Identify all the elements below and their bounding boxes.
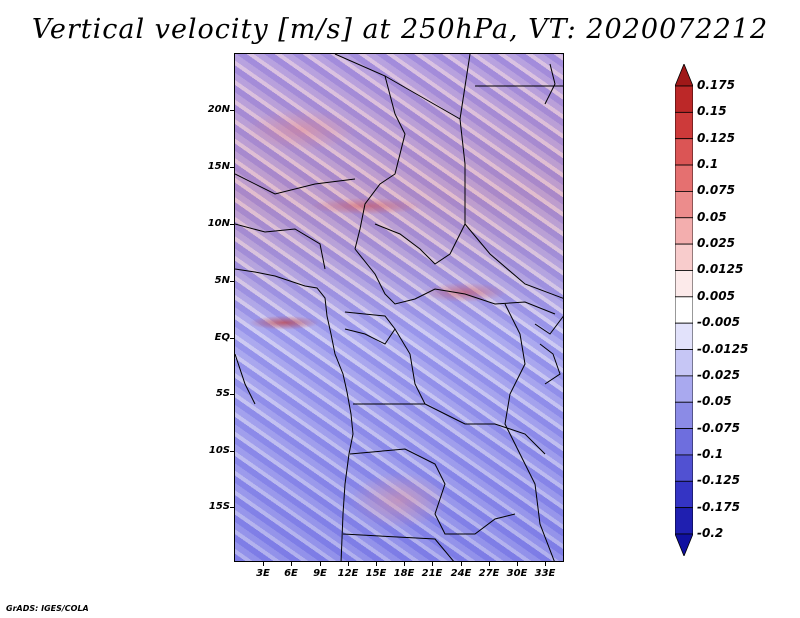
colorbar-label: -0.025 bbox=[697, 367, 740, 382]
lat-tick bbox=[230, 507, 234, 508]
colorbar-label: 0.175 bbox=[697, 78, 735, 92]
lon-label: 18E bbox=[393, 568, 415, 579]
lon-label: 30E bbox=[506, 568, 528, 579]
lon-label: 21E bbox=[421, 568, 443, 579]
lon-tick bbox=[489, 562, 490, 566]
lon-label: 3E bbox=[256, 568, 270, 579]
colorbar-swatch bbox=[675, 217, 693, 245]
colorbar-label: -0.1 bbox=[697, 446, 724, 461]
lon-tick bbox=[404, 562, 405, 566]
lat-label: 5S bbox=[215, 388, 230, 399]
lat-label: 10N bbox=[207, 218, 230, 229]
lat-label: EQ bbox=[214, 332, 230, 343]
lat-tick bbox=[230, 167, 234, 168]
lat-tick bbox=[230, 451, 234, 452]
colorbar-label: -0.05 bbox=[697, 394, 732, 409]
colorbar-swatch bbox=[675, 111, 693, 140]
lon-label: 9E bbox=[313, 568, 327, 579]
lon-tick bbox=[432, 562, 433, 566]
lon-label: 6E bbox=[284, 568, 298, 579]
colorbar-label: 0.025 bbox=[697, 236, 735, 251]
colorbar-label: 0.125 bbox=[697, 130, 735, 145]
colorbar-swatch bbox=[675, 270, 693, 298]
colorbar-swatch bbox=[675, 507, 693, 535]
credit-text: GrADS: IGES/COLA bbox=[6, 604, 89, 613]
lat-label: 15S bbox=[208, 501, 230, 512]
lon-label: 12E bbox=[337, 568, 359, 579]
colorbar-label: -0.005 bbox=[697, 315, 740, 330]
colorbar-swatch bbox=[675, 85, 693, 113]
lat-label: 5N bbox=[214, 275, 230, 286]
lon-tick bbox=[348, 562, 349, 566]
colorbar bbox=[675, 64, 693, 556]
colorbar-swatch bbox=[675, 480, 693, 509]
lat-label: 15N bbox=[207, 161, 230, 172]
colorbar-swatch bbox=[675, 138, 693, 166]
lon-tick bbox=[263, 562, 264, 566]
colorbar-swatch bbox=[675, 322, 693, 350]
lon-tick bbox=[545, 562, 546, 566]
lon-label: 33E bbox=[534, 568, 556, 579]
colorbar-swatch bbox=[675, 428, 693, 456]
plot-title: Vertical velocity [m/s] at 250hPa, VT: 2… bbox=[31, 14, 769, 45]
colorbar-swatch bbox=[675, 454, 693, 482]
colorbar-label: -0.0125 bbox=[697, 341, 749, 356]
colorbar-label: -0.175 bbox=[697, 499, 740, 514]
lat-tick bbox=[230, 110, 234, 111]
lon-tick bbox=[376, 562, 377, 566]
colorbar-arrow-bottom bbox=[675, 533, 693, 556]
lat-label: 20N bbox=[207, 104, 230, 115]
lon-tick bbox=[291, 562, 292, 566]
colorbar-swatch bbox=[675, 243, 693, 271]
colorbar-label: -0.075 bbox=[697, 420, 740, 435]
lat-tick bbox=[230, 338, 234, 339]
lon-label: 27E bbox=[478, 568, 500, 579]
colorbar-label: 0.1 bbox=[697, 157, 719, 172]
lon-tick bbox=[517, 562, 518, 566]
colorbar-label: -0.125 bbox=[697, 473, 740, 488]
lat-tick bbox=[230, 394, 234, 395]
lat-tick bbox=[230, 281, 234, 282]
colorbar-label: 0.075 bbox=[697, 183, 735, 198]
colorbar-label: 0.005 bbox=[697, 288, 735, 303]
colorbar-label: 0.05 bbox=[697, 209, 727, 224]
lon-tick bbox=[461, 562, 462, 566]
colorbar-label: 0.0125 bbox=[697, 262, 744, 277]
colorbar-swatch bbox=[675, 375, 693, 403]
colorbar-swatch bbox=[675, 191, 693, 219]
lon-tick bbox=[320, 562, 321, 566]
colorbar-swatch bbox=[675, 401, 693, 429]
colorbar-swatch bbox=[675, 164, 693, 192]
lat-label: 10S bbox=[208, 445, 230, 456]
map-panel bbox=[234, 53, 564, 562]
colorbar-label: -0.2 bbox=[697, 526, 724, 540]
colorbar-swatch bbox=[675, 296, 693, 324]
lat-tick bbox=[230, 224, 234, 225]
colorbar-swatch bbox=[675, 349, 693, 377]
colorbar-label: 0.15 bbox=[697, 104, 727, 119]
lon-label: 15E bbox=[365, 568, 387, 579]
colorbar-arrow-top bbox=[675, 64, 693, 87]
country-borders bbox=[235, 54, 563, 561]
lon-label: 24E bbox=[450, 568, 472, 579]
